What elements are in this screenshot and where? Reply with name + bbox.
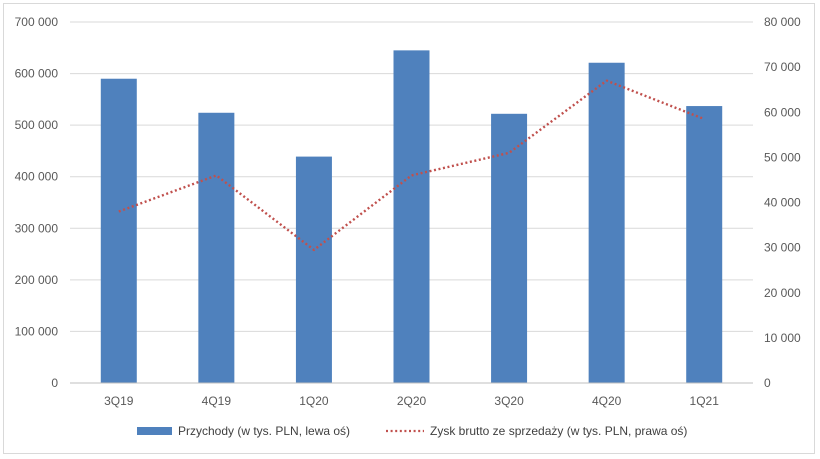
left-tick-label: 600 000 xyxy=(15,67,59,81)
revenue-bar xyxy=(198,112,235,383)
right-tick-label: 60 000 xyxy=(764,105,801,119)
revenue-bar xyxy=(393,50,430,383)
category-label: 1Q21 xyxy=(690,394,720,408)
right-tick-label: 80 000 xyxy=(764,15,801,29)
category-label: 3Q19 xyxy=(104,394,134,408)
right-tick-label: 40 000 xyxy=(764,196,801,210)
right-tick-label: 0 xyxy=(764,376,771,390)
right-tick-label: 50 000 xyxy=(764,150,801,164)
x-axis: 3Q19 4Q19 1Q20 2Q20 3Q20 4Q20 1Q21 xyxy=(70,382,753,408)
category-label: 4Q20 xyxy=(592,394,622,408)
left-tick-label: 300 000 xyxy=(15,221,59,235)
category-label: 3Q20 xyxy=(494,394,524,408)
left-tick-label: 100 000 xyxy=(15,324,59,338)
left-tick-label: 700 000 xyxy=(15,15,59,29)
revenue-bar xyxy=(588,62,625,384)
right-tick-label: 30 000 xyxy=(764,241,801,255)
left-tick-label: 400 000 xyxy=(15,170,59,184)
right-tick-label: 10 000 xyxy=(764,331,801,345)
left-tick-label: 200 000 xyxy=(15,273,59,287)
left-axis: 0 100 000 200 000 300 000 400 000 500 000 600 … xyxy=(15,15,59,390)
bar-series xyxy=(100,50,723,384)
revenue-bar xyxy=(100,78,137,383)
right-tick-label: 20 000 xyxy=(764,286,801,300)
gross-profit-line xyxy=(118,79,705,252)
category-label: 4Q19 xyxy=(202,394,232,408)
legend: Przychody (w tys. PLN, lewa oś) Zysk bru… xyxy=(137,424,687,438)
left-tick-label: 0 xyxy=(51,376,58,390)
legend-swatch-revenue xyxy=(137,427,172,435)
right-axis: 0 10 000 20 000 30 000 40 000 50 000 60 000 70 … xyxy=(764,15,801,390)
category-label: 1Q20 xyxy=(299,394,329,408)
left-tick-label: 500 000 xyxy=(15,118,59,132)
legend-label-gross-profit: Zysk brutto ze sprzedaży (w tys. PLN, pr… xyxy=(430,424,687,438)
legend-label-revenue: Przychody (w tys. PLN, lewa oś) xyxy=(178,424,350,438)
revenue-bar xyxy=(491,113,528,383)
line-series xyxy=(118,79,705,252)
revenue-bar xyxy=(686,106,723,383)
category-label: 2Q20 xyxy=(397,394,427,408)
right-tick-label: 70 000 xyxy=(764,60,801,74)
revenue-bar xyxy=(295,156,332,383)
